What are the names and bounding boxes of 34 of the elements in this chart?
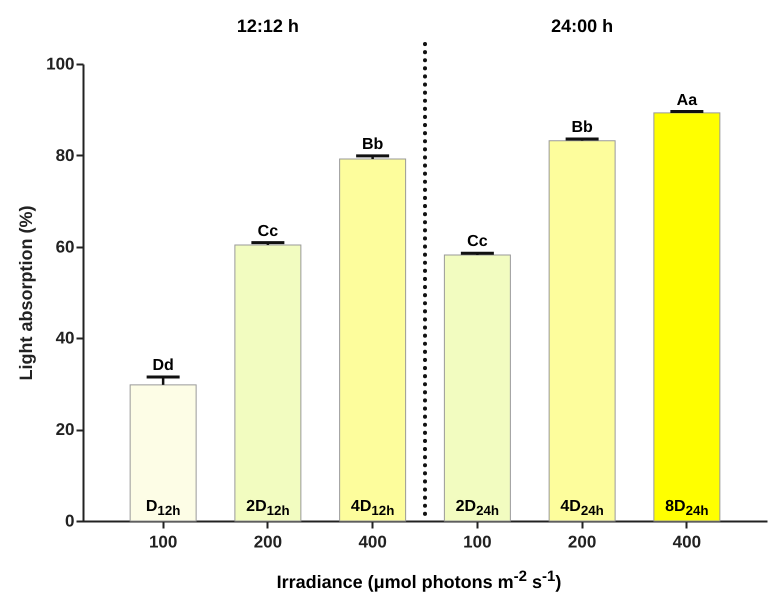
y-tick-label: 100 xyxy=(46,54,74,74)
annotation: Dd xyxy=(152,357,174,376)
annotation: Bb xyxy=(362,136,384,154)
x-tick-label: 100 xyxy=(463,532,492,552)
y-tick-label: 0 xyxy=(65,512,74,530)
x-axis-title: Irradiance (μmol photons m$^{-2}$ s$^{-1}$) xyxy=(276,568,562,593)
y-tick-label: 40 xyxy=(56,328,74,348)
x-tick-label: 400 xyxy=(672,532,702,552)
x-tick-label: 200 xyxy=(568,532,596,552)
y-tick-label: 20 xyxy=(56,420,74,440)
annotation: Cc xyxy=(258,222,278,241)
annotation: 4D$_{12h}$ xyxy=(350,498,394,518)
bar xyxy=(548,140,616,522)
bar xyxy=(653,112,720,522)
text: 24:00 h xyxy=(551,16,614,37)
bar xyxy=(339,158,406,522)
text: 12:12 h xyxy=(236,16,299,37)
annotation: Cc xyxy=(467,233,488,252)
annotation: 8D$_{24h}$ xyxy=(665,498,709,518)
annotation: 2D$_{24h}$ xyxy=(456,498,500,518)
annotation: Aa xyxy=(676,92,698,110)
y-axis-title: Light absorption (%) xyxy=(16,206,36,380)
x-tick-label: 400 xyxy=(358,532,387,552)
annotation: 4D$_{24h}$ xyxy=(560,498,604,518)
bar xyxy=(130,384,197,522)
annotation: 2D$_{12h}$ xyxy=(246,498,290,518)
bar xyxy=(234,244,302,522)
y-tick-label: 80 xyxy=(56,146,74,165)
annotation: D$_{12h}$ xyxy=(146,498,180,518)
x-tick-label: 100 xyxy=(148,532,178,552)
bar xyxy=(444,254,511,522)
y-tick-label: 60 xyxy=(56,237,74,256)
annotation: Bb xyxy=(571,118,593,137)
x-tick-label: 200 xyxy=(254,532,282,552)
